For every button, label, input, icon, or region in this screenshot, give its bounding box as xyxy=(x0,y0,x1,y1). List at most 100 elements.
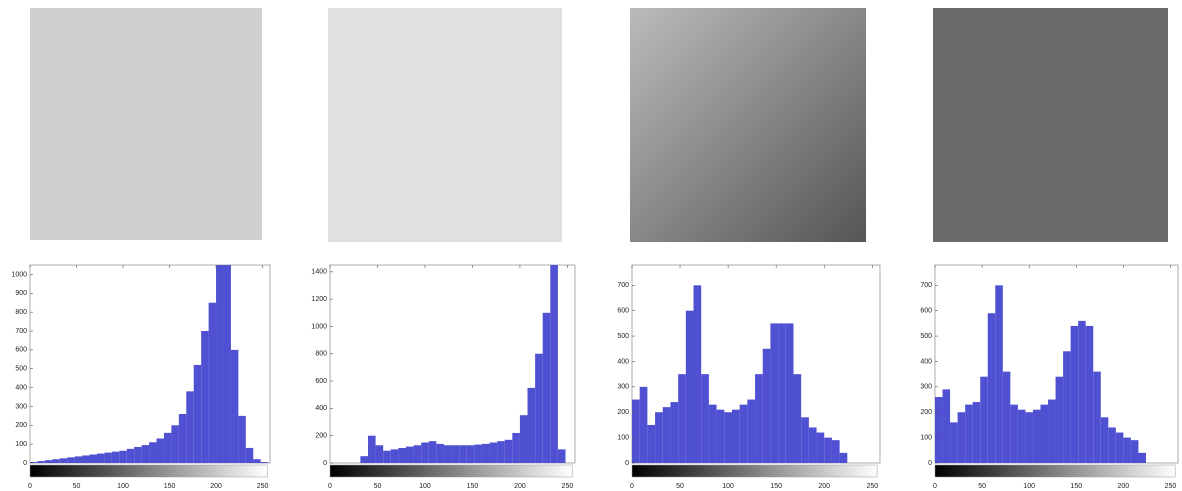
bar xyxy=(238,416,245,463)
bar xyxy=(809,427,817,463)
bar xyxy=(171,425,178,463)
bar xyxy=(747,400,755,463)
bar xyxy=(801,417,809,463)
bar xyxy=(663,407,671,463)
bar xyxy=(127,449,134,463)
bar xyxy=(45,460,52,463)
bar xyxy=(678,374,686,463)
bar xyxy=(1033,410,1041,463)
bar xyxy=(988,313,996,463)
y-tick-label: 800 xyxy=(315,351,327,358)
bar xyxy=(149,442,156,463)
bar xyxy=(482,444,490,463)
x-tick-label: 200 xyxy=(210,483,222,490)
x-tick-label: 200 xyxy=(514,483,526,490)
x-tick-label: 250 xyxy=(562,483,574,490)
y-tick-label: 0 xyxy=(23,460,27,467)
bar xyxy=(840,453,848,463)
y-tick-label: 100 xyxy=(617,434,629,441)
bar xyxy=(632,400,640,463)
x-tick-label: 0 xyxy=(328,483,332,490)
bar xyxy=(1025,412,1033,463)
bar xyxy=(550,265,558,463)
bar xyxy=(655,412,663,463)
bar xyxy=(368,436,376,463)
bar xyxy=(186,391,193,463)
bar xyxy=(209,303,216,463)
y-tick-label: 0 xyxy=(928,460,932,467)
bar xyxy=(1131,440,1139,463)
bar xyxy=(414,445,422,463)
bar xyxy=(640,387,648,463)
bar xyxy=(755,374,763,463)
bar xyxy=(832,440,840,463)
bar xyxy=(246,448,253,463)
bar xyxy=(950,422,958,463)
y-tick-label: 600 xyxy=(920,308,932,315)
y-tick-label: 800 xyxy=(15,309,27,316)
bar xyxy=(965,405,973,463)
figure: 0100200300400500600700800900100005010015… xyxy=(0,0,1182,491)
bar xyxy=(528,388,536,463)
bar xyxy=(1108,427,1116,463)
image-barbara xyxy=(630,8,866,242)
y-tick-label: 400 xyxy=(920,358,932,365)
bar xyxy=(1063,351,1071,463)
x-tick-label: 150 xyxy=(164,483,176,490)
bar xyxy=(1116,433,1124,463)
bar xyxy=(1010,405,1018,463)
y-tick-label: 0 xyxy=(323,460,327,467)
bar xyxy=(543,313,551,463)
x-tick-label: 50 xyxy=(374,483,382,490)
bar xyxy=(995,285,1003,463)
bar xyxy=(179,414,186,463)
y-tick-label: 200 xyxy=(15,422,27,429)
bar xyxy=(1003,372,1011,463)
colorbar xyxy=(935,465,1175,477)
bar xyxy=(497,441,505,463)
colorbar xyxy=(632,465,877,477)
bar xyxy=(1056,377,1064,463)
y-tick-label: 500 xyxy=(617,333,629,340)
x-tick-label: 100 xyxy=(722,483,734,490)
bar xyxy=(253,459,260,463)
y-tick-label: 100 xyxy=(15,441,27,448)
y-tick-label: 200 xyxy=(617,409,629,416)
x-tick-label: 200 xyxy=(1118,483,1130,490)
y-tick-label: 700 xyxy=(920,282,932,289)
x-tick-label: 100 xyxy=(419,483,431,490)
x-tick-label: 0 xyxy=(933,483,937,490)
bar xyxy=(75,456,82,463)
bar xyxy=(1123,438,1131,463)
bar xyxy=(1018,410,1026,463)
bar xyxy=(763,349,771,463)
y-tick-label: 100 xyxy=(920,434,932,441)
bar xyxy=(505,440,513,463)
x-tick-label: 50 xyxy=(676,483,684,490)
bar xyxy=(67,457,74,463)
bar xyxy=(512,433,520,463)
bar xyxy=(360,456,368,463)
bar xyxy=(778,323,786,463)
y-tick-label: 200 xyxy=(920,409,932,416)
bar xyxy=(60,458,67,463)
bar xyxy=(194,365,201,463)
bar xyxy=(376,445,384,463)
bar xyxy=(558,449,566,463)
bar xyxy=(157,438,164,463)
x-tick-label: 0 xyxy=(28,483,32,490)
x-tick-label: 100 xyxy=(1023,483,1035,490)
bar xyxy=(490,443,498,463)
bar xyxy=(647,425,655,463)
y-tick-label: 600 xyxy=(15,347,27,354)
x-tick-label: 150 xyxy=(770,483,782,490)
bar xyxy=(82,455,89,463)
x-tick-label: 150 xyxy=(467,483,479,490)
bar xyxy=(1078,321,1086,463)
colorbar xyxy=(30,465,267,477)
bar xyxy=(231,350,238,463)
bar xyxy=(694,285,702,463)
bar xyxy=(223,265,230,463)
bar xyxy=(436,444,444,463)
bar xyxy=(717,410,725,463)
